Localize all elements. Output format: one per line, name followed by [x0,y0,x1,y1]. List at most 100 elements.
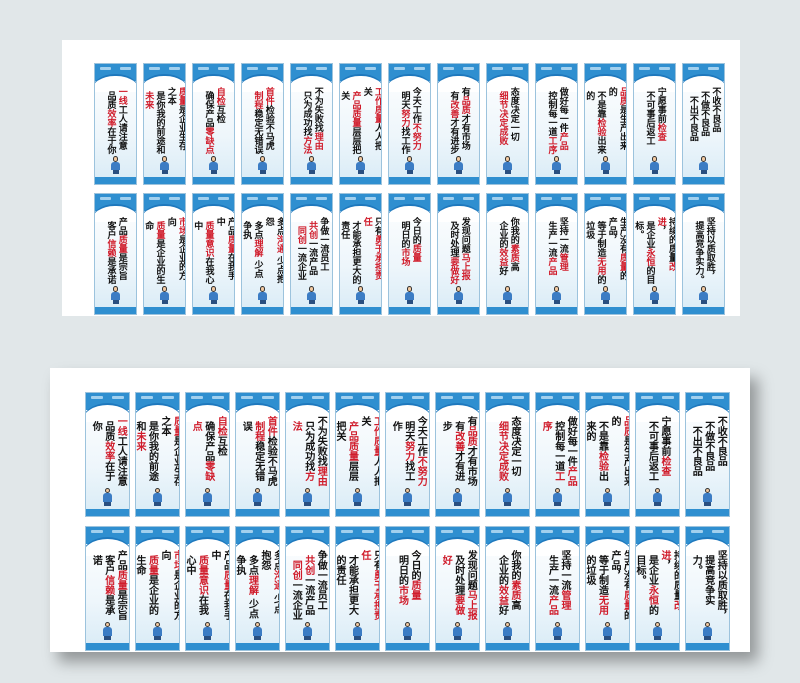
slogan-text: 不为失败找理由 只为成功找方法 [291,87,332,155]
slogan-text: 质量是企业生存之本 是你我的前途和未来 [136,416,179,486]
highlight-text: 工序 [546,136,557,155]
slogan-columns: 一线工人请注意 品质效率在于你 [89,416,126,486]
poster-arch [683,73,724,93]
illustration-figure [546,286,567,305]
highlight-text: 质量 [171,416,180,437]
illustration-figure [497,621,519,641]
figure-legs [406,169,413,175]
slogan-text: 一线工人请注意 品质效率在于你 [95,87,136,155]
slogan-text: 品质是生产出来的 不是靠检验出来的 [586,416,629,486]
slogan-line: 只为成功找方法 [301,91,312,155]
poster-arch [286,402,329,423]
illustration-figure [105,286,126,305]
slogan-line: 不是靠检验出来的 [584,91,606,155]
poster-footer-band [193,306,234,314]
header-tag [641,530,654,533]
slogan-poster: 坚持一流管理 生产一流产品 [535,193,578,315]
slogan-line: 不收不良品 [710,86,721,132]
slogan-poster: 自检互检 确保产品零缺点 [185,392,230,517]
figure-head [603,156,609,162]
highlight-text: 质量 [116,234,127,253]
figure-legs [553,299,560,305]
figure-legs [704,635,711,641]
highlight-text: 制程 [252,91,263,110]
header-tag [491,197,504,200]
figure-head [162,286,168,292]
slogan-line: 市场是企业的方向 [158,550,179,620]
figure-legs [304,635,311,641]
slogan-poster: 不为失败找理由 只为成功找方法 [290,63,333,185]
header-tag [141,530,154,533]
header-tag [344,67,357,70]
slogan-poster: 有品质才有市场 有改善才有进步 [437,63,480,185]
slogan-text: 自检互检 确保产品零缺点 [193,87,234,155]
poster-arch [636,402,679,423]
poster-arch [340,73,381,93]
header-tag [511,197,524,200]
figure-legs [504,635,511,641]
slogan-line: 今天工作不努力 [410,86,421,150]
figure-head [358,156,364,162]
header-tag [91,396,104,399]
slogan-line: 质量意识在我心中 [192,221,214,285]
highlight-text: 改善 [452,431,464,452]
header-tag [591,530,604,533]
highlight-text: 品质 [465,426,477,447]
illustration-figure [197,487,219,507]
figure-body [703,493,713,502]
figure-head [113,286,119,292]
poster-arch [186,536,229,557]
slogan-text: 工作质量人人把关 产品质量层层把关 [336,416,379,486]
header-tag [591,396,604,399]
slogan-line: 自检互检 [214,86,225,123]
illustration-figure [399,156,420,175]
header-tag [295,67,308,70]
slogan-line: 生产一流产品 [546,221,557,276]
poster-footer-band [438,176,479,184]
figure-head [456,156,462,162]
figure-legs [700,299,707,305]
slogan-line: 有改善才有进步 [448,91,459,155]
figure-legs [700,169,707,175]
figure-body [153,627,163,636]
highlight-text: 勇于承担责任 [359,550,380,621]
figure-head [113,156,119,162]
highlight-text: 质量 [146,555,158,576]
highlight-text: 市场 [177,216,186,235]
header-tag [560,197,573,200]
poster-arch [95,203,136,223]
highlight-text: 自检 [215,416,227,437]
slogan-text: 你我的素质高 企业的效益好 [487,217,528,285]
poster-sheet-top: 一线工人请注意 品质效率在于你 质量是企业生存之本 是你我的前途和未来 自检互检 确保产品… [62,40,740,316]
slogan-text: 发现问题马上报 及时处理要做好 [438,217,479,285]
slogan-columns: 有品质才有市场 有改善才有进步 [439,416,477,486]
figure-legs [553,169,560,175]
slogan-poster: 只有勇于承担责任 才能承担更大的责任 [335,526,380,651]
highlight-text: 方法 [301,136,312,155]
poster-footer-band [683,306,724,314]
figure-legs [604,635,611,641]
figure-legs [204,635,211,641]
figure-body [650,291,659,300]
header-tag [161,530,174,533]
slogan-text: 产品质量在我手中 质量意识在我心中 [186,550,229,620]
slogan-line: 共创一流产品 [307,221,318,276]
slogan-poster: 质量是企业生存之本 是你我的前途和未来 [135,392,180,517]
poster-footer-band [389,176,430,184]
highlight-text: 素质 [509,580,520,601]
illustration-figure [644,156,665,175]
figure-body [111,161,120,170]
slogan-columns: 做好每一件产品 控制每一道工序 [539,416,576,486]
figure-body [405,161,414,170]
figure-legs [455,169,462,175]
slogan-poster: 自检互检 确保产品零缺点 [192,63,235,185]
poster-arch [193,203,234,223]
figure-legs [254,635,261,641]
slogan-columns: 质量是企业生存之本 是你我的前途和未来 [144,87,185,155]
slogan-line: 持续的质量改进， [655,216,676,271]
poster-footer-band [487,176,528,184]
illustration-figure [595,286,616,305]
figure-head [309,286,315,292]
highlight-text: 品质 [459,95,470,114]
slogan-poster: 发现问题马上报 及时处理要做好 [435,526,480,651]
